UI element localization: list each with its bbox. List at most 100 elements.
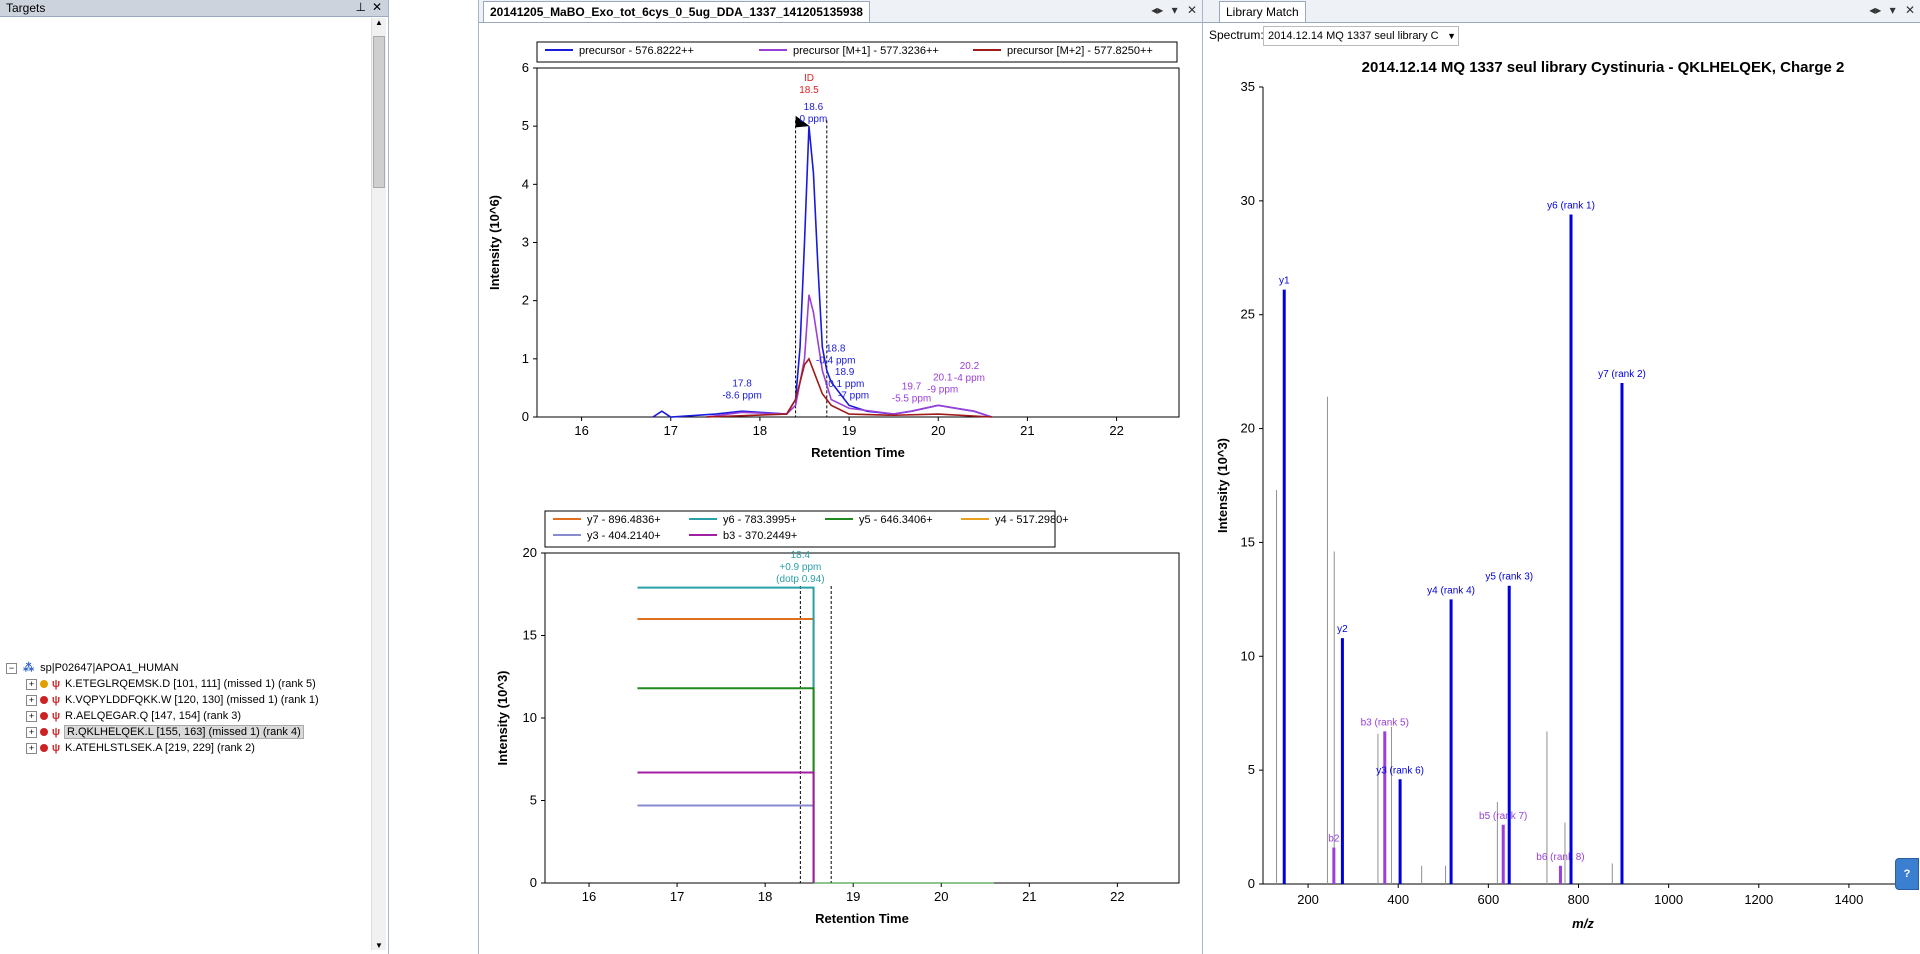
x-axis-label: Retention Time xyxy=(815,911,909,926)
protein-icon: ⁂ xyxy=(23,662,35,674)
peak-label: y4 (rank 4) xyxy=(1427,585,1475,596)
y-tick-label: 30 xyxy=(1241,193,1255,208)
y-tick-label: 10 xyxy=(1241,648,1255,663)
y-tick-label: 6 xyxy=(522,60,529,75)
peptide-node[interactable]: + ψ K.VQPYLDDFQKK.W [120, 130] (missed 1) … xyxy=(6,692,319,708)
x-tick-label: 200 xyxy=(1297,892,1319,907)
peak-label: b2 xyxy=(1328,834,1340,845)
peak-annotation: -0.1 ppm xyxy=(825,379,864,390)
legend-entry: precursor [M+2] - 577.8250++ xyxy=(1007,45,1153,57)
spectrum-label: Spectrum: xyxy=(1209,28,1264,42)
peak-annotation: -5.5 ppm xyxy=(892,393,931,404)
y-tick-label: 5 xyxy=(1248,762,1255,777)
status-dot-icon xyxy=(40,712,48,721)
plot-frame xyxy=(544,552,1180,884)
legend-entry: y7 - 896.4836+ xyxy=(587,514,661,526)
legend-entry: precursor - 576.8222++ xyxy=(579,45,694,57)
tab-library-match[interactable]: Library Match xyxy=(1219,1,1306,22)
y-tick-label: 4 xyxy=(522,176,529,191)
series-line xyxy=(706,294,992,418)
legend-entry: b3 - 370.2449+ xyxy=(723,530,797,542)
scroll-down-icon[interactable]: ▼ xyxy=(375,941,383,950)
peak-label: b6 (rank 8) xyxy=(1536,852,1584,863)
expand-icon[interactable]: + xyxy=(26,710,37,722)
x-tick-label: 1200 xyxy=(1744,892,1773,907)
plot-frame xyxy=(536,67,1180,418)
spectrum-title: 2014.12.14 MQ 1337 seul library Cystinur… xyxy=(1362,59,1845,76)
protein-node[interactable]: − ⁂ sp|P02647|APOA1_HUMAN xyxy=(6,660,319,676)
help-icon[interactable]: ? xyxy=(1895,858,1919,890)
peak-annotation: 18.6 xyxy=(804,102,824,113)
series-line xyxy=(637,771,815,883)
peak-annotation: +0.9 ppm xyxy=(779,562,821,573)
spectrum-select[interactable]: 2014.12.14 MQ 1337 seul library C ▼ xyxy=(1263,26,1459,46)
fragment-chromatogram-chart[interactable]: 16 17 18 19 20 21 22 0 5 10 15 20 Retention Time Inte… xyxy=(479,478,1203,938)
status-dot-icon xyxy=(40,744,48,753)
y-tick-label: 10 xyxy=(523,710,537,725)
expand-icon[interactable]: + xyxy=(26,694,37,706)
x-tick-label: 16 xyxy=(582,889,596,904)
peptide-label: K.VQPYLDDFQKK.W [120, 130] (missed 1) (r… xyxy=(65,694,319,706)
close-icon[interactable]: ✕ xyxy=(1904,3,1916,17)
y-tick-label: 0 xyxy=(522,409,529,424)
precursor-chromatogram-chart[interactable]: 16 17 18 19 20 21 22 0 1 2 3 4 5 6 Retention Time Inten… xyxy=(479,30,1203,470)
tab-chromatogram[interactable]: 20141205_MaBO_Exo_tot_6cys_0_5ug_DDA_133… xyxy=(483,1,870,22)
peak-annotation: 17.8 xyxy=(732,378,752,389)
status-dot-icon xyxy=(40,728,48,737)
peak-label: y5 (rank 3) xyxy=(1485,572,1533,583)
close-icon[interactable]: ✕ xyxy=(1186,3,1198,17)
expand-icon[interactable]: + xyxy=(26,742,37,754)
x-tick-label: 21 xyxy=(1020,423,1034,438)
x-tick-label: 21 xyxy=(1022,889,1036,904)
targets-title: Targets xyxy=(6,1,46,15)
peptide-node[interactable]: + ψ R.AELQEGAR.Q [147, 154] (rank 3) xyxy=(6,708,319,724)
peak-label: y3 (rank 6) xyxy=(1376,765,1424,776)
scroll-up-icon[interactable]: ▲ xyxy=(375,18,383,27)
chevron-down-icon[interactable]: ▾ xyxy=(1889,3,1896,17)
peptide-node[interactable]: + ψ K.ATEHLSTLSEK.A [219, 229] (rank 2) xyxy=(6,740,319,756)
x-tick-label: 400 xyxy=(1387,892,1409,907)
expand-icon[interactable]: + xyxy=(26,678,37,690)
x-axis-label: m/z xyxy=(1572,916,1594,931)
library-tab-controls: ◂▸ ▾ ✕ xyxy=(1868,3,1917,17)
scroll-tabs-icon[interactable]: ◂▸ xyxy=(1869,3,1882,17)
chevron-down-icon[interactable]: ▾ xyxy=(1171,3,1178,17)
series-line xyxy=(706,357,992,418)
peptide-icon: ψ xyxy=(51,694,61,706)
peak-annotation: 20.2 xyxy=(960,361,980,372)
peak-label: y1 xyxy=(1279,276,1290,287)
status-dot-icon xyxy=(40,680,48,689)
peptide-node[interactable]: + ψ K.ETEGLRQEMSK.D [101, 111] (missed 1) … xyxy=(6,676,319,692)
peptide-icon: ψ xyxy=(51,726,61,738)
protein-label: sp|P02647|APOA1_HUMAN xyxy=(40,662,179,674)
library-spectrum-chart[interactable]: 2014.12.14 MQ 1337 seul library Cystinur… xyxy=(1203,52,1920,942)
peak-annotation: 18.9 xyxy=(835,367,855,378)
legend-box xyxy=(544,510,1056,548)
scroll-thumb[interactable] xyxy=(373,36,385,188)
targets-scrollbar[interactable]: ▲ ▼ xyxy=(371,18,386,950)
y-tick-label: 2 xyxy=(522,293,529,308)
collapse-icon[interactable]: − xyxy=(6,662,17,674)
expand-icon[interactable]: + xyxy=(26,726,37,738)
target-tree: − ⁂ sp|P02647|APOA1_HUMAN + ψ K.ETEGLRQEMS… xyxy=(6,660,319,756)
y-axis-label: Intensity (10^3) xyxy=(1215,438,1230,533)
close-icon[interactable]: ✕ xyxy=(371,0,382,14)
y-tick-label: 20 xyxy=(523,545,537,560)
dropdown-arrow-icon[interactable]: ▼ xyxy=(1447,31,1456,41)
peak-annotation: -8.6 ppm xyxy=(722,390,761,401)
spectrum-bar: Spectrum: 2014.12.14 MQ 1337 seul librar… xyxy=(1203,24,1920,48)
peak-annotation: -9 ppm xyxy=(927,385,958,396)
peptide-node[interactable]: + ψ R.QKLHELQEK.L [155, 163] (missed 1) (r… xyxy=(6,724,319,740)
pin-icon[interactable]: ⊥ xyxy=(355,0,366,14)
library-tabbar: Library Match ◂▸ ▾ ✕ xyxy=(1203,0,1920,23)
peptide-label: K.ETEGLRQEMSK.D [101, 111] (missed 1) (r… xyxy=(65,678,316,690)
x-tick-label: 20 xyxy=(934,889,948,904)
peak-annotation: 0 ppm xyxy=(800,114,828,125)
peptide-icon: ψ xyxy=(51,742,61,754)
scroll-tabs-icon[interactable]: ◂▸ xyxy=(1151,3,1164,17)
legend-entry: y3 - 404.2140+ xyxy=(587,530,661,542)
id-marker-icon xyxy=(795,115,810,128)
peptide-icon: ψ xyxy=(51,678,61,690)
y-tick-label: 1 xyxy=(522,351,529,366)
y-tick-label: 25 xyxy=(1241,307,1255,322)
